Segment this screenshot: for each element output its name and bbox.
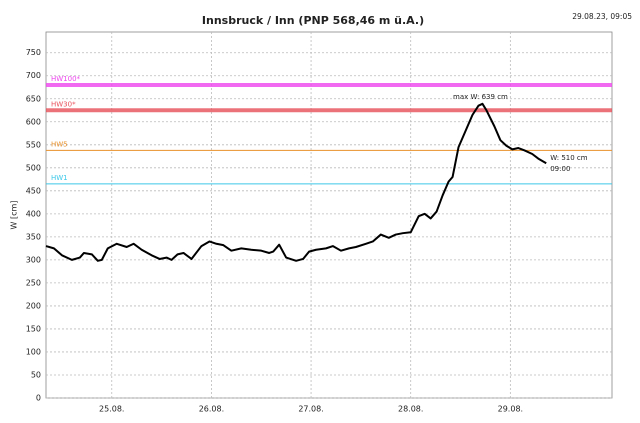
y-tick-label: 250 xyxy=(26,278,41,287)
water-level-line xyxy=(45,102,547,262)
y-tick-label: 150 xyxy=(26,324,41,333)
x-tick-label: 27.08. xyxy=(298,405,323,414)
x-tick-label: 28.08. xyxy=(398,405,423,414)
y-tick-label: 450 xyxy=(26,186,41,195)
annotation: 09:00 xyxy=(550,165,570,173)
y-tick-label: 50 xyxy=(31,370,41,379)
y-tick-label: 200 xyxy=(26,301,41,310)
y-axis-label: W [cm] xyxy=(10,201,19,230)
annotation: max W: 639 cm xyxy=(453,93,508,101)
y-tick-label: 600 xyxy=(26,117,41,126)
x-tick-label: 29.08. xyxy=(498,405,523,414)
y-tick-label: 500 xyxy=(26,163,41,172)
y-tick-label: 0 xyxy=(36,394,41,403)
threshold-label: HW100* xyxy=(51,75,81,83)
y-tick-label: 550 xyxy=(26,140,41,149)
plot-frame xyxy=(45,31,613,399)
y-tick-label: 300 xyxy=(26,255,41,264)
timestamp: 29.08.23, 09:05 xyxy=(572,12,632,21)
threshold-label: HW30* xyxy=(51,100,76,108)
chart-title: Innsbruck / Inn (PNP 568,46 m ü.A.) xyxy=(202,14,424,27)
y-tick-label: 350 xyxy=(26,232,41,241)
annotation: W: 510 cm xyxy=(550,154,588,162)
y-tick-label: 750 xyxy=(26,48,41,57)
threshold-label: HW1 xyxy=(51,174,68,182)
y-tick-label: 100 xyxy=(26,347,41,356)
threshold-label: HW5 xyxy=(51,140,68,148)
y-tick-label: 700 xyxy=(26,71,41,80)
y-tick-label: 400 xyxy=(26,209,41,218)
x-tick-label: 25.08. xyxy=(99,405,124,414)
y-tick-label: 650 xyxy=(26,94,41,103)
x-tick-label: 26.08. xyxy=(199,405,224,414)
